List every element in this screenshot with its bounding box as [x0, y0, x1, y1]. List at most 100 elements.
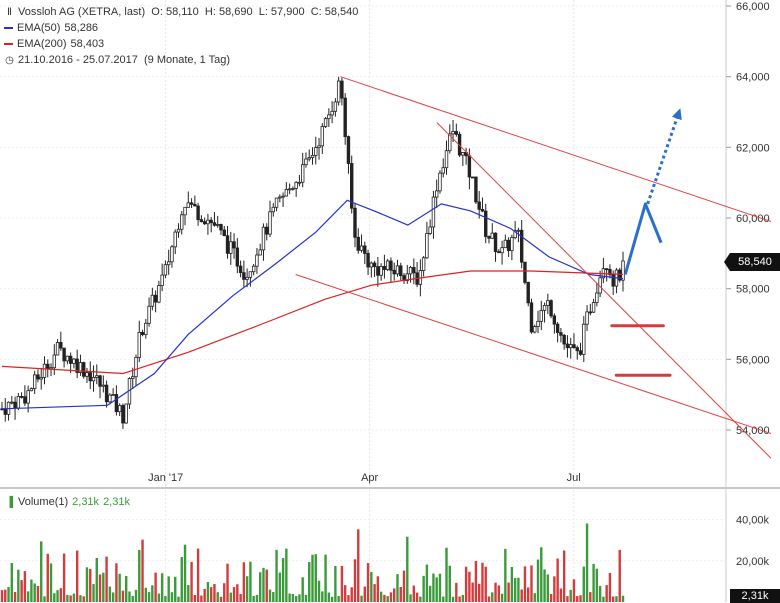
volume-bar	[7, 587, 10, 602]
volume-bar	[301, 577, 304, 602]
price-bar-body	[461, 151, 465, 156]
volume-bar	[285, 548, 288, 602]
price-bar-body	[229, 241, 233, 254]
price-bar-body	[529, 302, 534, 333]
price-bar-body	[304, 158, 308, 166]
volume-bar	[455, 582, 458, 602]
price-bar-body	[134, 357, 138, 378]
volume-bar	[226, 563, 229, 602]
trend-line-1	[340, 76, 772, 223]
volume-bar	[330, 596, 334, 602]
price-bar-body	[117, 405, 122, 413]
volume-bar	[89, 568, 92, 602]
volume-bar	[399, 587, 402, 602]
price-bar-body	[163, 264, 168, 276]
volume-bar	[376, 576, 380, 602]
volume-bar	[33, 583, 36, 602]
volume-bar	[592, 563, 595, 602]
price-bar-body	[242, 272, 246, 280]
volume-bar	[438, 573, 442, 602]
forecast-arrow	[623, 202, 663, 275]
volume-bar	[213, 583, 216, 602]
volume-bar	[569, 589, 572, 602]
volume-bar	[102, 572, 105, 602]
price-bar-body	[536, 320, 540, 327]
price-bar-body	[307, 157, 311, 160]
volume-bar	[131, 595, 134, 602]
volume-bar	[206, 582, 210, 602]
volume-bar	[190, 561, 193, 602]
price-bar-body	[235, 247, 240, 267]
price-bar-body	[369, 262, 374, 268]
price-bar-body	[68, 355, 73, 364]
price-bar-body	[186, 202, 190, 208]
x-tick-label: Apr	[361, 472, 378, 484]
price-bar-body	[490, 232, 494, 239]
price-bar-body	[91, 377, 96, 382]
price-bar-body	[621, 260, 625, 281]
x-tick-label: Jan '17	[148, 472, 183, 484]
volume-bar	[353, 559, 357, 602]
price-bar-body	[526, 282, 530, 304]
volume-bar	[523, 566, 527, 602]
price-bar-body	[147, 305, 151, 324]
volume-tick-label: 40,00k	[736, 515, 770, 527]
volume-bar	[272, 592, 275, 602]
price-bar-body	[382, 266, 387, 270]
price-bar-body	[75, 358, 79, 373]
price-bar-body	[219, 224, 223, 231]
price-bar-body	[183, 206, 187, 216]
volume-bar	[294, 596, 298, 602]
price-bar-body	[121, 405, 125, 424]
ema50-line	[1, 199, 624, 410]
price-bar-body	[451, 131, 455, 135]
volume-bar	[242, 562, 246, 602]
volume-bar	[138, 549, 141, 602]
price-bar-body	[104, 384, 109, 403]
price-bar-body	[62, 347, 66, 362]
price-bar-body	[258, 249, 262, 256]
volume-bar	[121, 590, 125, 602]
price-bar-body	[157, 285, 161, 303]
volume-bar	[494, 582, 497, 602]
volume-bar	[291, 593, 295, 602]
volume-bar	[183, 544, 187, 602]
volume-bar	[259, 572, 262, 602]
volume-bar	[219, 596, 223, 602]
price-bar-body	[42, 363, 47, 378]
volume-bar	[487, 596, 491, 602]
volume-bar	[203, 588, 206, 602]
price-bar-body	[170, 246, 174, 263]
volume-bar	[229, 592, 232, 602]
price-bar-body	[46, 363, 50, 370]
price-bar-body	[510, 237, 514, 252]
price-bar-body	[327, 114, 331, 120]
price-bar-body	[294, 181, 298, 189]
volume-bar	[157, 593, 161, 602]
volume-bar	[615, 596, 618, 602]
volume-bar	[350, 587, 353, 602]
price-bar-body	[608, 269, 612, 276]
volume-bar	[177, 596, 180, 602]
price-bar-body	[438, 172, 442, 192]
price-bar-body	[588, 311, 593, 314]
volume-bar	[363, 586, 366, 602]
period-note: (9 Monate, 1 Tag)	[144, 54, 231, 66]
volume-bar	[92, 584, 95, 602]
price-bar-body	[206, 219, 210, 225]
y-tick-label: 66,000	[736, 1, 770, 13]
volume-bar	[151, 585, 154, 602]
volume-bar	[49, 563, 53, 602]
price-bar-body	[477, 201, 481, 210]
volume-bar	[540, 547, 543, 602]
price-bar-body	[248, 271, 253, 278]
price-bar-body	[503, 239, 508, 249]
volume-bar	[85, 567, 89, 602]
chart-header-row: Ⅱ Vossloh AG (XETRA, last) O: 58,110 H: 5…	[4, 6, 358, 19]
ema200-legend: EMA(200) 58,403	[4, 38, 104, 51]
volume-bar	[147, 592, 151, 602]
volume-bar	[40, 541, 43, 602]
volume-bar	[396, 574, 399, 602]
price-bar-body	[137, 331, 141, 358]
price-bar-body	[346, 136, 351, 164]
